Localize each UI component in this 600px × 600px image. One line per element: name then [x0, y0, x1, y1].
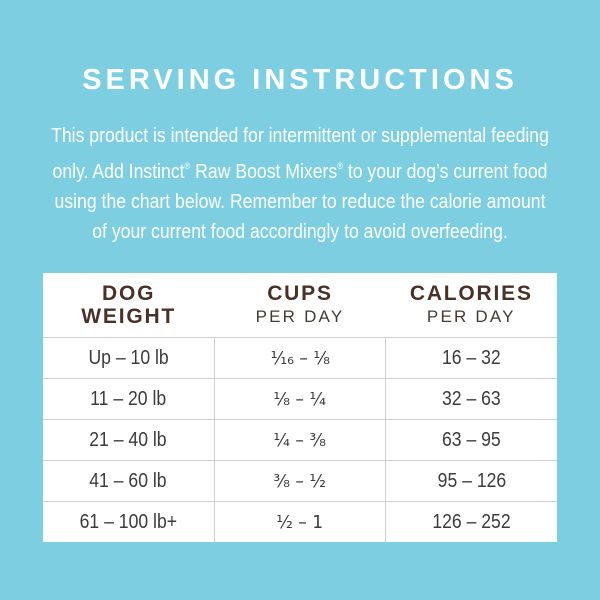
dog-weight-value: Up – 10 lb [88, 346, 169, 369]
intro-line: using the chart below. Remember to reduc… [42, 187, 558, 217]
cell-dog-weight: 11 – 20 lb [43, 379, 214, 419]
text-segment: only. Add Instinct [52, 160, 185, 183]
calories-value: 16 – 32 [442, 346, 502, 369]
table-row: 11 – 20 lb ¹⁄₈ – ¹⁄₄ 32 – 63 [43, 378, 557, 419]
calories-value: 63 – 95 [442, 428, 502, 451]
calories-value: 126 – 252 [432, 510, 511, 533]
column-header-sublabel: PER DAY [426, 307, 516, 326]
cell-calories-per-day: 32 – 63 [385, 379, 557, 419]
registered-trademark-symbol: ® [184, 161, 191, 171]
serving-table: DOG WEIGHT CUPS PER DAY CALORIES PER DAY… [43, 273, 557, 542]
column-header-calories: CALORIES PER DAY [386, 282, 557, 328]
text-segment: of your current food accordingly to avoi… [92, 220, 508, 243]
text-segment: Raw Boost Mixers [190, 160, 338, 183]
table-row: 41 – 60 lb ³⁄₈ – ¹⁄₂ 95 – 126 [43, 460, 557, 501]
registered-trademark-symbol: ® [337, 161, 343, 171]
cell-cups-per-day: ¹⁄₄ – ³⁄₈ [213, 420, 386, 460]
cell-dog-weight: Up – 10 lb [43, 338, 214, 378]
dog-weight-value: 61 – 100 lb+ [79, 510, 178, 533]
cell-calories-per-day: 63 – 95 [385, 420, 557, 460]
text-segment: to your dog’s current food [342, 160, 548, 183]
calories-value: 32 – 63 [442, 387, 502, 410]
column-header-label: DOG WEIGHT [81, 282, 177, 328]
text-segment: This product is intended for intermitten… [51, 124, 549, 147]
intro-text: This product is intended for intermitten… [0, 121, 600, 247]
cups-value: ³⁄₈ – ¹⁄₂ [273, 470, 327, 492]
cell-calories-per-day: 16 – 32 [385, 338, 557, 378]
dog-weight-value: 11 – 20 lb [90, 387, 167, 410]
column-header-cups: CUPS PER DAY [214, 282, 385, 328]
cell-calories-per-day: 95 – 126 [385, 461, 557, 501]
column-header-label: CUPS [267, 282, 333, 305]
column-header-sublabel: PER DAY [255, 307, 345, 326]
intro-line: of your current food accordingly to avoi… [42, 217, 558, 247]
intro-line: only. Add Instinct® Raw Boost Mixers® to… [42, 151, 558, 187]
cell-calories-per-day: 126 – 252 [385, 502, 557, 542]
text-segment: using the chart below. Remember to reduc… [54, 190, 546, 213]
cell-dog-weight: 41 – 60 lb [43, 461, 214, 501]
cups-value: ¹⁄₁₆ – ¹⁄₈ [270, 347, 330, 369]
cell-dog-weight: 61 – 100 lb+ [43, 502, 214, 542]
page-title: SERVING INSTRUCTIONS [82, 64, 518, 96]
cell-cups-per-day: ¹⁄₂ – 1 [213, 502, 386, 542]
table-row: 21 – 40 lb ¹⁄₄ – ³⁄₈ 63 – 95 [43, 419, 557, 460]
table-header-row: DOG WEIGHT CUPS PER DAY CALORIES PER DAY [43, 273, 557, 337]
column-header-dog-weight: DOG WEIGHT [43, 282, 214, 328]
table-row: 61 – 100 lb+ ¹⁄₂ – 1 126 – 252 [43, 501, 557, 542]
table-row: Up – 10 lb ¹⁄₁₆ – ¹⁄₈ 16 – 32 [43, 337, 557, 378]
cups-value: ¹⁄₂ – 1 [276, 511, 324, 533]
cups-value: ¹⁄₈ – ¹⁄₄ [273, 388, 327, 410]
cell-cups-per-day: ³⁄₈ – ¹⁄₂ [213, 461, 386, 501]
intro-line: This product is intended for intermitten… [42, 121, 558, 151]
cell-cups-per-day: ¹⁄₈ – ¹⁄₄ [213, 379, 386, 419]
calories-value: 95 – 126 [437, 469, 506, 492]
column-header-label: CALORIES [409, 282, 533, 305]
cell-cups-per-day: ¹⁄₁₆ – ¹⁄₈ [213, 338, 386, 378]
cell-dog-weight: 21 – 40 lb [43, 420, 214, 460]
cups-value: ¹⁄₄ – ³⁄₈ [273, 429, 327, 451]
dog-weight-value: 21 – 40 lb [89, 428, 167, 451]
dog-weight-value: 41 – 60 lb [89, 469, 167, 492]
